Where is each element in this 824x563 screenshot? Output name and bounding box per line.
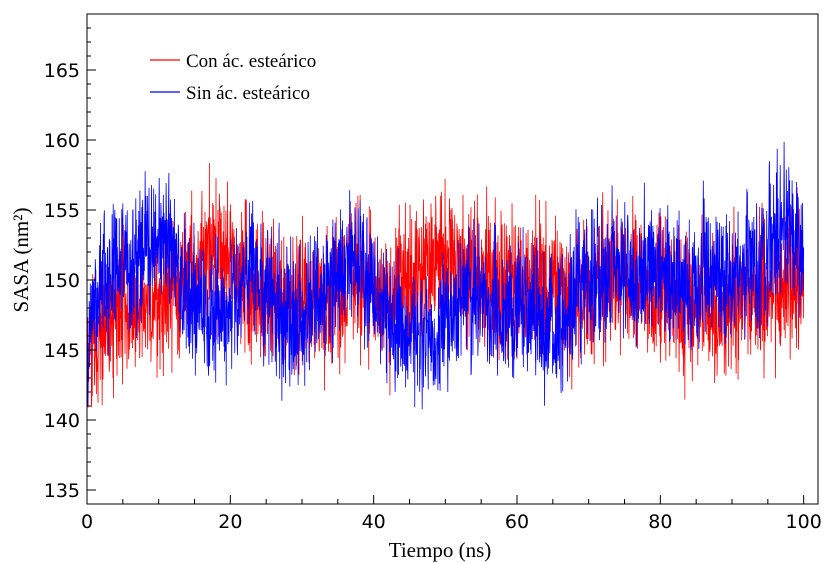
x-tick-label: 60 — [505, 511, 529, 533]
y-tick-label: 140 — [44, 410, 80, 432]
x-tick-label: 80 — [648, 511, 672, 533]
legend-label-con: Con ác. esteárico — [186, 51, 316, 72]
x-tick-label: 40 — [362, 511, 386, 533]
x-tick-label: 0 — [81, 511, 93, 533]
y-tick-label: 165 — [44, 60, 80, 82]
series-line-sin-acido-estearico — [87, 141, 805, 410]
x-tick-label: 100 — [786, 511, 822, 533]
legend: Con ác. esteárico Sin ác. esteárico — [150, 51, 316, 104]
y-tick-label: 155 — [44, 200, 80, 222]
legend-label-sin: Sin ác. esteárico — [186, 83, 310, 104]
y-tick-label: 160 — [44, 130, 80, 152]
y-tick-label: 135 — [44, 480, 80, 502]
x-axis: 0 20 40 60 80 100 — [81, 495, 822, 533]
x-tick-label: 20 — [218, 511, 242, 533]
y-tick-label: 150 — [44, 270, 80, 292]
y-axis-title: SASA (nm²) — [9, 208, 33, 313]
y-axis: 135 140 145 150 155 160 165 — [44, 13, 96, 505]
x-axis-title: Tiempo (ns) — [389, 538, 492, 562]
plot-frame — [86, 13, 819, 505]
series-layer — [87, 141, 805, 410]
y-tick-label: 145 — [44, 340, 80, 362]
